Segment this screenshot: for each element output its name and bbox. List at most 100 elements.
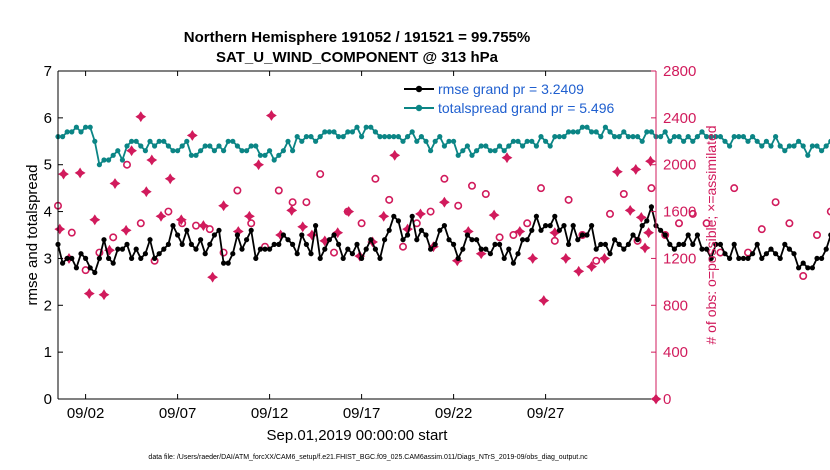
spread-point [777,143,783,149]
obs-possible-point [757,225,766,234]
rmse-point [763,251,770,257]
right-tick-label-7: 2800 [663,63,696,80]
obs-possible-point [826,207,830,216]
rmse-point [253,255,259,261]
obs-possible-point [674,219,683,228]
spread-point [234,143,240,149]
rmse-point [142,251,148,257]
rmse-point [239,246,245,252]
spread-point [791,143,797,149]
obs-possible-point [219,248,228,257]
spread-point [492,148,498,154]
obs-assimilated-point [120,224,132,236]
spread-point [745,138,751,144]
spread-point [681,138,687,144]
spread-point [510,138,516,144]
rmse-point [414,237,420,243]
obs-assimilated-point [378,210,390,222]
obs-possible-point [109,233,118,242]
obs-assimilated-point [643,227,655,239]
legend-rmse-label: rmse grand pr = 3.2409 [438,81,584,97]
left-tick-label-0: 0 [44,391,52,408]
spread-point [405,134,411,140]
legend: rmse grand pr = 3.2409 totalspread grand… [397,76,647,120]
left-tick-label-6: 6 [44,110,52,127]
rmse-point [667,241,673,247]
obs-possible-point [329,248,338,257]
obs-possible-point [495,233,504,242]
rmse-point [124,241,130,247]
spread-point [271,157,277,163]
rmse-point [248,227,254,233]
spread-point [713,134,719,140]
obs-possible-point [619,190,628,199]
spread-point [221,148,227,154]
rmse-point [630,232,636,238]
spread-point [202,143,208,149]
obs-assimilated-point [98,289,110,301]
rmse-point [216,227,222,233]
rmse-point [96,255,102,261]
obs-possible-point [385,195,394,204]
rmse-point [478,246,484,252]
spread-point [773,134,779,140]
obs-possible-point [205,225,214,234]
spread-point [96,162,102,168]
obs-assimilated-point [549,227,561,239]
spread-point [708,134,714,140]
spread-point [244,148,250,154]
rmse-point [570,223,576,229]
spread-point [662,129,668,135]
obs-assimilated-series [54,110,662,405]
obs-possible-point [247,219,256,228]
spread-point [313,138,319,144]
rmse-point [455,255,461,261]
spread-point [359,134,365,140]
spread-point [184,138,190,144]
obs-assimilated-point [135,111,147,123]
obs-assimilated-point [253,159,265,171]
spread-point [60,134,66,140]
obs-possible-point [536,184,545,193]
rmse-point [800,260,806,266]
spread-point [92,138,98,144]
obs-assimilated-point [645,155,656,167]
rmse-point [198,237,204,243]
rmse-point [727,255,733,261]
obs-possible-point [467,181,476,190]
rmse-point [515,251,521,257]
obs-assimilated-point [538,295,550,307]
rmse-point [437,227,443,233]
rmse-point [188,241,194,247]
obs-possible-point [661,231,670,240]
rmse-point [768,246,774,252]
rmse-point [487,251,493,257]
spread-point [198,148,204,154]
rmse-point [202,251,208,257]
rmse-point [612,237,618,243]
rmse-point [552,213,558,219]
obs-possible-point [288,198,297,207]
obs-possible-point [564,195,573,204]
rmse-point [326,237,332,243]
rmse-point [418,227,424,233]
spread-point [290,148,296,154]
spread-point [731,134,737,140]
rmse-point [543,223,549,229]
rmse-series [55,203,830,276]
spread-point [538,134,544,140]
spread-point [87,124,93,130]
spread-point [423,138,429,144]
spread-point [193,152,199,158]
spread-point [165,143,171,149]
left-tick-label-1: 1 [44,344,52,361]
rmse-point [78,251,84,257]
spread-point [152,143,158,149]
obs-assimilated-point [639,242,651,254]
spread-point [175,148,181,154]
rmse-point [469,237,475,243]
spread-point [800,143,806,149]
spread-point [607,129,613,135]
rmse-point [464,232,470,238]
obs-assimilated-point [74,167,86,179]
